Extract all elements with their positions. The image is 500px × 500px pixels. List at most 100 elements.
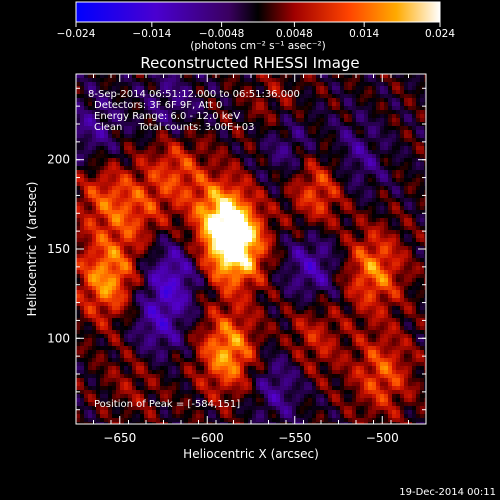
heatmap-cell xyxy=(256,262,261,267)
heatmap-cell xyxy=(268,182,273,187)
heatmap-cell xyxy=(360,154,365,159)
heatmap-cell xyxy=(172,90,177,95)
heatmap-cell xyxy=(368,270,373,275)
heatmap-cell xyxy=(140,186,145,191)
heatmap-cell xyxy=(396,198,401,203)
heatmap-cell xyxy=(360,114,365,119)
heatmap-cell xyxy=(120,170,125,175)
heatmap-cell xyxy=(280,282,285,287)
heatmap-cell xyxy=(332,286,337,291)
heatmap-cell xyxy=(140,110,145,115)
heatmap-cell xyxy=(420,234,425,239)
heatmap-cell xyxy=(228,138,233,143)
heatmap-cell xyxy=(364,146,369,151)
heatmap-cell xyxy=(244,214,249,219)
heatmap-cell xyxy=(304,222,309,227)
heatmap-cell xyxy=(108,162,113,167)
heatmap-cell xyxy=(176,122,181,127)
heatmap-cell xyxy=(420,242,425,247)
heatmap-cell xyxy=(240,166,245,171)
heatmap-cell xyxy=(176,158,181,163)
heatmap-cell xyxy=(348,186,353,191)
heatmap-cell xyxy=(344,214,349,219)
heatmap-cell xyxy=(216,142,221,147)
heatmap-cell xyxy=(132,290,137,295)
heatmap-cell xyxy=(136,182,141,187)
heatmap-cell xyxy=(136,286,141,291)
heatmap-cell xyxy=(128,262,133,267)
heatmap-cell xyxy=(404,162,409,167)
heatmap-cell xyxy=(300,250,305,255)
heatmap-cell xyxy=(120,254,125,259)
heatmap-cell xyxy=(212,86,217,91)
heatmap-cell xyxy=(140,294,145,299)
heatmap-cell xyxy=(248,138,253,143)
heatmap-cell xyxy=(340,186,345,191)
heatmap-cell xyxy=(284,262,289,267)
heatmap-cell xyxy=(176,74,181,79)
heatmap-cell xyxy=(368,242,373,247)
heatmap-cell xyxy=(240,234,245,239)
heatmap-cell xyxy=(324,134,329,139)
heatmap-cell xyxy=(180,198,185,203)
heatmap-cell xyxy=(232,206,237,211)
heatmap-cell xyxy=(180,250,185,255)
heatmap-cell xyxy=(96,138,101,143)
heatmap-cell xyxy=(172,130,177,135)
heatmap-cell xyxy=(384,210,389,215)
heatmap-cell xyxy=(272,138,277,143)
heatmap-cell xyxy=(180,122,185,127)
heatmap-cell xyxy=(80,194,85,199)
heatmap-cell xyxy=(156,278,161,283)
heatmap-cell xyxy=(216,266,221,271)
heatmap-cell xyxy=(416,182,421,187)
heatmap-cell xyxy=(164,258,169,263)
heatmap-cell xyxy=(268,218,273,223)
heatmap-cell xyxy=(80,274,85,279)
heatmap-cell xyxy=(108,202,113,207)
heatmap-cell xyxy=(108,146,113,151)
heatmap-cell xyxy=(76,110,81,115)
heatmap-cell xyxy=(212,138,217,143)
heatmap-cell xyxy=(384,294,389,299)
heatmap-cell xyxy=(112,106,117,111)
heatmap-cell xyxy=(80,162,85,167)
heatmap-cell xyxy=(344,294,349,299)
heatmap-cell xyxy=(300,126,305,131)
heatmap-cell xyxy=(392,226,397,231)
heatmap-cell xyxy=(348,106,353,111)
heatmap-cell xyxy=(256,86,261,91)
heatmap-cell xyxy=(80,154,85,159)
heatmap-cell xyxy=(336,294,341,299)
heatmap-cell xyxy=(424,130,426,135)
heatmap-cell xyxy=(152,90,157,95)
heatmap-cell xyxy=(336,90,341,95)
heatmap-cell xyxy=(396,82,401,87)
heatmap-cell xyxy=(324,194,329,199)
heatmap-cell xyxy=(252,142,257,147)
heatmap-cell xyxy=(100,250,105,255)
heatmap-cell xyxy=(352,294,357,299)
heatmap-cell xyxy=(264,182,269,187)
heatmap-cell xyxy=(168,190,173,195)
heatmap-cell xyxy=(116,86,121,91)
heatmap-cell xyxy=(156,202,161,207)
heatmap-cell xyxy=(384,286,389,291)
heatmap-cell xyxy=(208,146,213,151)
heatmap-cell xyxy=(344,78,349,83)
heatmap-cell xyxy=(204,118,209,123)
heatmap-cell xyxy=(288,278,293,283)
heatmap-cell xyxy=(240,230,245,235)
heatmap-cell xyxy=(208,138,213,143)
heatmap-cell xyxy=(216,122,221,127)
heatmap-cell xyxy=(240,198,245,203)
heatmap-cell xyxy=(384,174,389,179)
heatmap-cell xyxy=(384,262,389,267)
heatmap-cell xyxy=(396,214,401,219)
heatmap-cell xyxy=(240,86,245,91)
heatmap-cell xyxy=(408,206,413,211)
heatmap-cell xyxy=(128,142,133,147)
heatmap-cell xyxy=(368,154,373,159)
heatmap-cell xyxy=(420,258,425,263)
heatmap-cell xyxy=(208,170,213,175)
